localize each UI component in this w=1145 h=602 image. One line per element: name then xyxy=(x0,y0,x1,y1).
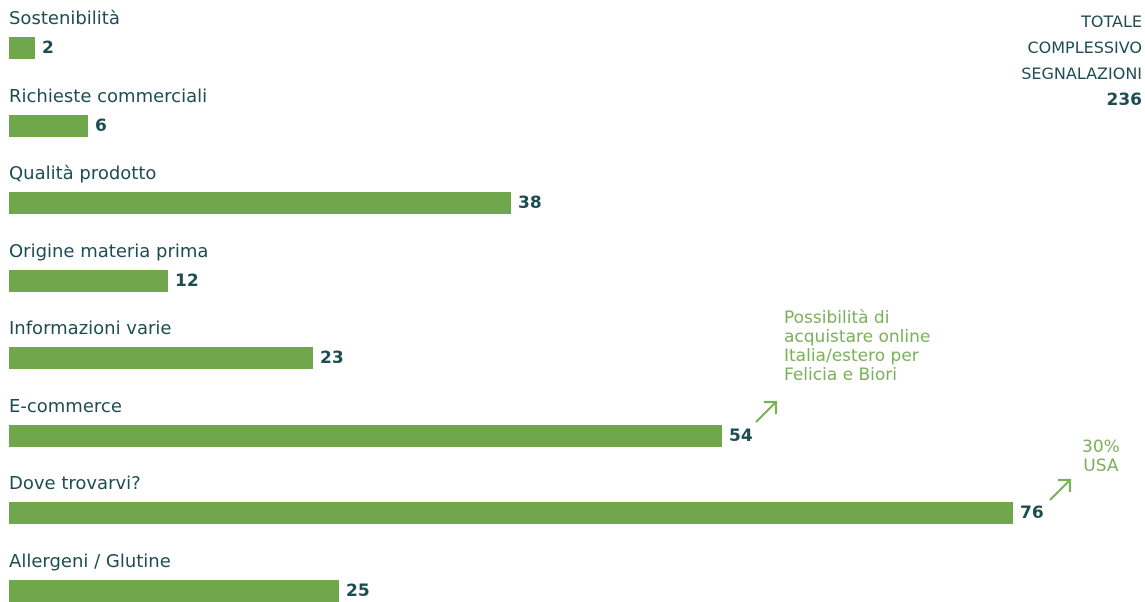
data-label: 76 xyxy=(1020,503,1044,523)
bar xyxy=(9,114,88,137)
data-label: 38 xyxy=(518,193,542,213)
total-label-line-1: TOTALE xyxy=(1081,12,1142,31)
ecommerce-note-line-2: acquistare online xyxy=(784,327,931,347)
category-label: Richieste commerciali xyxy=(9,85,208,107)
bar xyxy=(9,347,313,369)
category-label: Allergeni / Glutine xyxy=(9,550,171,572)
data-label: 25 xyxy=(346,580,370,601)
category-label: Origine materia prima xyxy=(9,240,209,262)
data-label: 12 xyxy=(175,270,199,291)
category-label: Qualità prodotto xyxy=(9,163,157,184)
arrow-up-right-icon xyxy=(755,400,778,423)
data-label: 6 xyxy=(95,115,107,136)
data-label: 23 xyxy=(320,348,344,368)
bar xyxy=(9,192,511,214)
data-label: 2 xyxy=(42,38,54,58)
category-label: E-commerce xyxy=(9,395,122,417)
total-value: 236 xyxy=(1106,90,1143,110)
data-label: 54 xyxy=(729,425,753,446)
ecommerce-note-line-1: Possibilità di xyxy=(784,308,890,328)
bar xyxy=(9,37,35,59)
total-label-line-2: COMPLESSIVO xyxy=(1027,38,1142,57)
category-label: Informazioni varie xyxy=(9,318,172,339)
ecommerce-note-line-4: Felicia e Biori xyxy=(784,365,898,385)
arrow-up-right-icon xyxy=(1049,478,1072,501)
dove-note: 30% USA xyxy=(1082,438,1120,476)
bar xyxy=(9,424,722,447)
bar xyxy=(9,579,339,602)
ecommerce-note-line-3: Italia/estero per xyxy=(784,346,919,366)
bar xyxy=(9,502,1013,524)
total-panel: TOTALE COMPLESSIVO SEGNALAZIONI 236 xyxy=(1021,9,1142,113)
category-label: Dove trovarvi? xyxy=(9,473,141,494)
bar xyxy=(9,269,168,292)
ecommerce-note: Possibilità di acquistare online Italia/… xyxy=(784,309,930,385)
dove-note-line-2: USA xyxy=(1083,456,1119,476)
category-label: Sostenibilità xyxy=(9,8,120,29)
dove-note-line-1: 30% xyxy=(1082,437,1120,457)
total-label-line-3: SEGNALAZIONI xyxy=(1021,64,1142,83)
